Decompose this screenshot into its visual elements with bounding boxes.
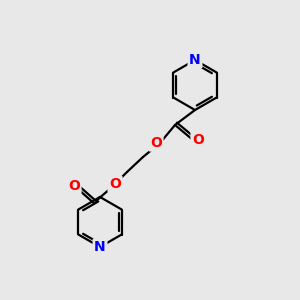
Text: O: O: [192, 133, 204, 147]
Text: N: N: [189, 53, 201, 67]
Text: N: N: [94, 240, 106, 254]
Text: O: O: [68, 179, 80, 193]
Text: O: O: [150, 136, 162, 150]
Text: O: O: [109, 177, 121, 191]
